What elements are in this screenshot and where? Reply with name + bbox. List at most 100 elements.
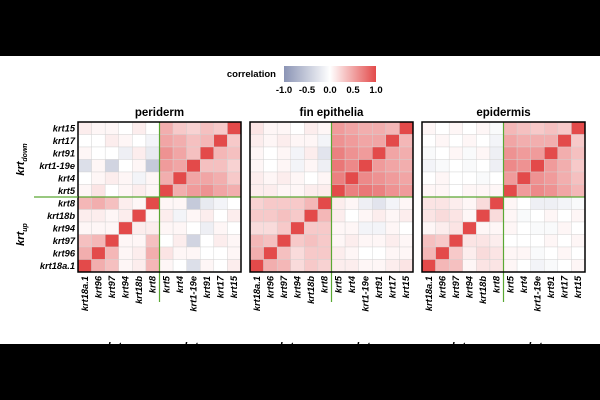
panel-title: fin epithelia: [300, 107, 365, 119]
heatmap-cell: [159, 196, 174, 210]
heatmap-cell: [503, 196, 518, 210]
heatmap-cell: [557, 134, 572, 148]
heatmap-cell: [200, 234, 215, 248]
row-label: krt18a.1: [40, 261, 75, 271]
heatmap-cell: [331, 234, 346, 248]
heatmap-cell: [476, 246, 491, 260]
heatmap-cell: [186, 146, 201, 160]
heatmap-cell: [421, 209, 436, 223]
heatmap-cell: [227, 171, 242, 185]
heatmap-cell: [503, 121, 518, 135]
heatmap-cell: [503, 259, 518, 273]
heatmap-cell: [77, 259, 92, 273]
heatmap-cell: [489, 246, 504, 260]
column-label: krt8: [320, 275, 330, 293]
column-label: krt91: [202, 276, 212, 298]
heatmap-cell: [290, 196, 305, 210]
column-label: krt17: [388, 275, 398, 298]
heatmap-cell: [503, 146, 518, 160]
heatmap-cell: [276, 184, 291, 198]
heatmap-cell: [435, 221, 450, 235]
heatmap-cell: [172, 209, 187, 223]
heatmap-cell: [132, 121, 147, 135]
heatmap-cell: [263, 159, 278, 173]
heatmap-cell: [331, 184, 346, 198]
row-label: krt5: [58, 186, 76, 196]
heatmap-cell: [516, 259, 531, 273]
heatmap-cell: [304, 234, 319, 248]
heatmap-cell: [263, 259, 278, 273]
panel-title: periderm: [135, 107, 184, 119]
heatmap-cell: [104, 246, 119, 260]
heatmap-cell: [571, 196, 586, 210]
heatmap-cell: [476, 146, 491, 160]
heatmap-cell: [290, 259, 305, 273]
heatmap-cell: [435, 134, 450, 148]
heatmap-cell: [186, 171, 201, 185]
heatmap-cell: [448, 221, 463, 235]
heatmap-cell: [344, 134, 359, 148]
heatmap-cell: [435, 121, 450, 135]
heatmap-cell: [249, 209, 264, 223]
heatmap-cell: [344, 121, 359, 135]
row-label: krt18b: [47, 211, 75, 221]
column-label: krt18a.1: [424, 276, 434, 311]
heatmap-cell: [571, 234, 586, 248]
heatmap-cell: [104, 134, 119, 148]
heatmap-cell: [344, 246, 359, 260]
heatmap-cell: [186, 246, 201, 260]
heatmap-cell: [544, 146, 559, 160]
row-label: krt1-19e: [39, 161, 75, 171]
heatmap-cell: [557, 259, 572, 273]
heatmap-cell: [317, 246, 332, 260]
heatmap-cell: [91, 196, 106, 210]
heatmap-cell: [91, 171, 106, 185]
heatmap-cell: [77, 246, 92, 260]
heatmap-cell: [132, 209, 147, 223]
heatmap-cell: [263, 196, 278, 210]
column-label: krt94: [465, 275, 475, 298]
column-group-label-main: krt: [184, 341, 199, 344]
heatmap-cell: [227, 246, 242, 260]
heatmap-cell: [263, 171, 278, 185]
heatmap-cell: [145, 246, 160, 260]
heatmap-cell: [516, 121, 531, 135]
heatmap-cell: [448, 159, 463, 173]
heatmap-cell: [304, 134, 319, 148]
heatmap-cell: [200, 259, 215, 273]
heatmap-cell: [530, 259, 545, 273]
heatmap-cell: [186, 221, 201, 235]
heatmap-cell: [186, 121, 201, 135]
heatmap-cell: [186, 234, 201, 248]
heatmap-cell: [462, 121, 477, 135]
heatmap-cell: [385, 134, 400, 148]
heatmap-cell: [290, 234, 305, 248]
heatmap-cell: [172, 246, 187, 260]
heatmap-cell: [571, 221, 586, 235]
heatmap-cell: [200, 134, 215, 148]
heatmap-cell: [118, 171, 133, 185]
heatmap-cell: [317, 234, 332, 248]
column-label: krt94: [121, 275, 131, 298]
heatmap-cell: [276, 146, 291, 160]
heatmap-cell: [118, 259, 133, 273]
heatmap-cell: [516, 159, 531, 173]
heatmap-cell: [462, 209, 477, 223]
heatmap-cell: [448, 121, 463, 135]
heatmap-cell: [503, 209, 518, 223]
heatmap-cell: [213, 159, 228, 173]
heatmap-cell: [200, 171, 215, 185]
heatmap-cell: [385, 196, 400, 210]
heatmap-cell: [132, 234, 147, 248]
heatmap-cell: [172, 171, 187, 185]
heatmap-cell: [489, 146, 504, 160]
heatmap-cell: [249, 171, 264, 185]
heatmap-cell: [304, 196, 319, 210]
heatmap-cell: [557, 221, 572, 235]
heatmap-cell: [304, 121, 319, 135]
heatmap-cell: [516, 196, 531, 210]
heatmap-cell: [304, 171, 319, 185]
column-label: krt8: [492, 275, 502, 293]
heatmap-cell: [172, 159, 187, 173]
heatmap-cell: [213, 234, 228, 248]
